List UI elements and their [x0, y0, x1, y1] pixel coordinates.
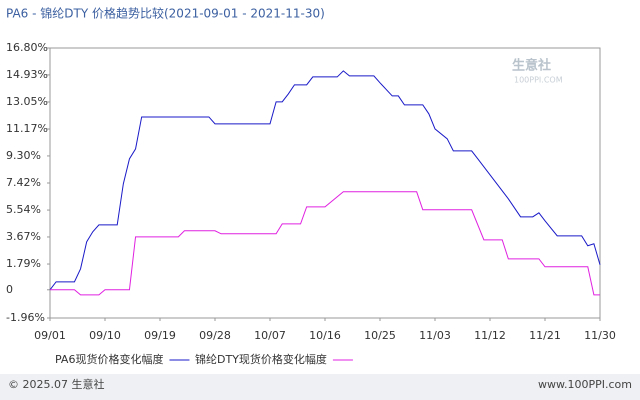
y-tick-label: 11.17%: [6, 122, 48, 135]
x-tick-label: 11/21: [529, 329, 561, 342]
watermark-url: 100PPI.COM: [514, 76, 563, 85]
chart-title: PA6 - 锦纶DTY 价格趋势比较(2021-09-01 - 2021-11-…: [6, 6, 325, 21]
legend-label: 锦纶DTY现货价格变化幅度: [195, 352, 327, 366]
x-tick-label: 09/19: [144, 329, 176, 342]
y-tick-label: 14.93%: [6, 68, 48, 81]
x-tick-label: 09/01: [34, 329, 66, 342]
x-tick-label: 10/16: [309, 329, 341, 342]
plot-area: [49, 47, 601, 319]
legend: PA6现货价格变化幅度 锦纶DTY现货价格变化幅度: [55, 352, 353, 366]
footer-copyright: © 2025.07 生意社: [8, 377, 104, 391]
x-tick-label: 09/10: [89, 329, 121, 342]
y-tick-label: 16.80%: [6, 41, 48, 54]
y-tick-label: 13.05%: [6, 95, 48, 108]
y-tick-label: 7.42%: [6, 176, 41, 189]
x-tick-label: 09/28: [199, 329, 231, 342]
x-tick-label: 11/30: [584, 329, 616, 342]
y-tick-label: 3.67%: [6, 230, 41, 243]
x-tick-label: 11/12: [474, 329, 506, 342]
series-line: [49, 70, 601, 291]
y-tick-label: 0: [6, 283, 13, 296]
y-tick-label: 1.79%: [6, 257, 41, 270]
y-tick-label: -1.96%: [6, 311, 45, 324]
footer-url: www.100PPI.com: [538, 378, 632, 391]
series-line: [50, 191, 600, 296]
y-tick-label: 9.30%: [6, 149, 41, 162]
footer-bar: [0, 374, 640, 400]
x-tick-label: 10/07: [254, 329, 286, 342]
y-tick-label: 5.54%: [6, 203, 41, 216]
x-tick-label: 10/25: [364, 329, 396, 342]
x-tick-label: 11/03: [419, 329, 451, 342]
legend-label: PA6现货价格变化幅度: [55, 352, 163, 366]
watermark: 生意社: [512, 58, 551, 74]
